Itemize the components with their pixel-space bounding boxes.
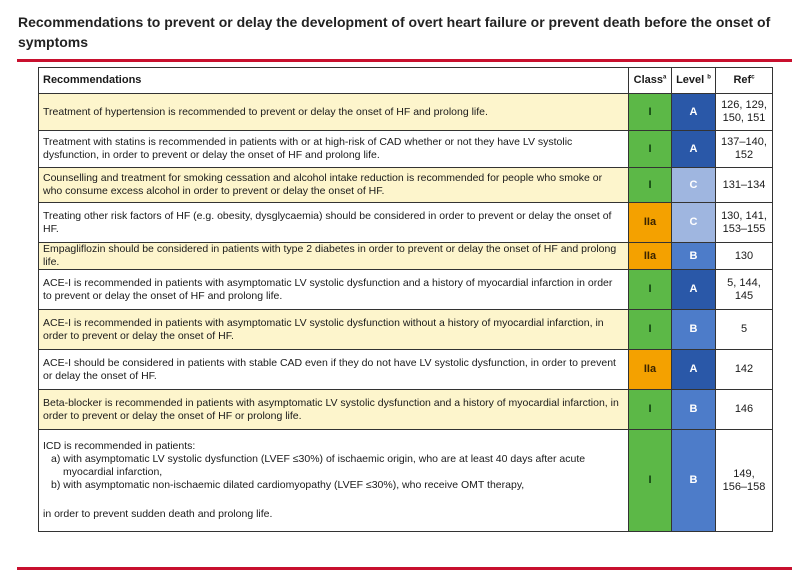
reference-line: 149, <box>733 467 755 480</box>
reference-cell: 149, 156–158 <box>715 429 773 532</box>
reference-cell: 142 <box>715 349 773 390</box>
recommendation-text: Counselling and treatment for smoking ce… <box>38 167 629 203</box>
reference-cell: 137–140, 152 <box>715 130 773 168</box>
table-row: Treatment of hypertension is recommended… <box>38 93 773 131</box>
recommendation-text: ACE-I is recommended in patients with as… <box>38 269 629 310</box>
reference-line: 153–155 <box>722 222 766 235</box>
reference-line: 152 <box>734 149 754 161</box>
reference-cell: 130 <box>715 242 773 270</box>
reference-line: 142 <box>734 363 754 375</box>
class-badge: IIa <box>628 349 672 390</box>
reference-line: 126, 129, <box>721 99 767 111</box>
table-header-row: Recommendations Classa Level b Refc <box>38 67 773 94</box>
table-row: Counselling and treatment for smoking ce… <box>38 167 773 203</box>
table-row: Treatment with statins is recommended in… <box>38 130 773 168</box>
reference-line: 5, 144, <box>727 276 761 289</box>
table-row-icd: ICD is recommended in patients: a) with a… <box>38 429 773 532</box>
table-body: Treatment of hypertension is recommended… <box>38 93 773 532</box>
header-level-footnote: b <box>707 74 711 81</box>
class-badge: IIa <box>628 202 672 243</box>
header-recommendations: Recommendations <box>38 67 629 94</box>
reference-cell: 131–134 <box>715 167 773 203</box>
recommendations-table: Recommendations Classa Level b Refc Trea… <box>38 67 773 532</box>
class-badge: I <box>628 167 672 203</box>
recommendation-text: Treatment with statins is recommended in… <box>38 130 629 168</box>
reference-line: 146 <box>734 403 754 415</box>
reference-cell: 130, 141, 153–155 <box>715 202 773 243</box>
recommendation-text: Treating other risk factors of HF (e.g. … <box>38 202 629 243</box>
recommendation-text: ACE-I should be considered in patients w… <box>38 349 629 390</box>
class-badge: I <box>628 93 672 131</box>
table-row: Empagliflozin should be considered in pa… <box>38 242 773 270</box>
header-level: Level b <box>671 67 716 94</box>
level-badge: A <box>671 349 716 390</box>
class-badge: I <box>628 429 672 532</box>
icd-item-a-cont: myocardial infarction, <box>63 466 163 478</box>
icd-item-b: b) with asymptomatic non-ischaemic dilat… <box>51 479 525 491</box>
reference-line: 150, 151 <box>722 112 766 124</box>
class-badge: IIa <box>628 242 672 270</box>
header-ref: Refc <box>715 67 773 94</box>
reference-cell: 5, 144, 145 <box>715 269 773 310</box>
level-badge: B <box>671 309 716 350</box>
reference-line: 130 <box>734 249 754 262</box>
page-title: Recommendations to prevent or delay the … <box>18 14 771 50</box>
icd-item-a: a) with asymptomatic LV systolic dysfunc… <box>51 453 586 465</box>
level-badge: A <box>671 269 716 310</box>
reference-line: 137–140, <box>721 136 767 148</box>
level-badge: A <box>671 130 716 168</box>
reference-line: 145 <box>734 289 754 302</box>
top-divider <box>17 59 792 62</box>
reference-line: 130, 141, <box>721 209 767 222</box>
level-badge: C <box>671 202 716 243</box>
class-badge: I <box>628 389 672 430</box>
table-row: ACE-I is recommended in patients with as… <box>38 309 773 350</box>
reference-cell: 126, 129, 150, 151 <box>715 93 773 131</box>
class-badge: I <box>628 130 672 168</box>
header-ref-footnote: c <box>751 74 755 81</box>
table-row: Treating other risk factors of HF (e.g. … <box>38 202 773 243</box>
level-badge: C <box>671 167 716 203</box>
level-badge: B <box>671 242 716 270</box>
header-class-footnote: a <box>663 74 667 81</box>
recommendations-table-wrap: Recommendations Classa Level b Refc Trea… <box>38 67 773 532</box>
level-badge: A <box>671 93 716 131</box>
icd-spacer <box>43 492 624 508</box>
table-row: ACE-I should be considered in patients w… <box>38 349 773 390</box>
recommendation-text: Treatment of hypertension is recommended… <box>38 93 629 131</box>
reference-line: 131–134 <box>722 178 766 191</box>
level-badge: B <box>671 389 716 430</box>
header-class: Classa <box>628 67 672 94</box>
reference-line: 5 <box>740 323 748 335</box>
recommendation-text: ICD is recommended in patients: a) with a… <box>38 429 629 532</box>
reference-cell: 5 <box>715 309 773 350</box>
table-row: ACE-I is recommended in patients with as… <box>38 269 773 310</box>
icd-outro: in order to prevent sudden death and pro… <box>43 508 273 520</box>
reference-line: 156–158 <box>722 480 766 493</box>
reference-cell: 146 <box>715 389 773 430</box>
recommendation-text: ACE-I is recommended in patients with as… <box>38 309 629 350</box>
recommendation-text: Empagliflozin should be considered in pa… <box>38 242 629 270</box>
table-row: Beta-blocker is recommended in patients … <box>38 389 773 430</box>
level-badge: B <box>671 429 716 532</box>
class-badge: I <box>628 309 672 350</box>
bottom-divider <box>17 567 792 570</box>
icd-intro: ICD is recommended in patients: <box>43 440 196 452</box>
class-badge: I <box>628 269 672 310</box>
recommendation-text: Beta-blocker is recommended in patients … <box>38 389 629 430</box>
